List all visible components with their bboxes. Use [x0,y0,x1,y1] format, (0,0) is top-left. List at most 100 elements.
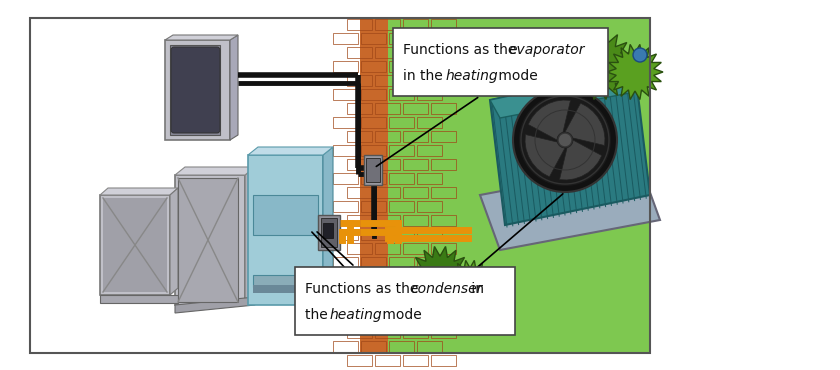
Bar [333,145,358,156]
Bar [389,341,414,352]
Bar [361,61,386,72]
Bar [333,61,358,72]
Bar [364,155,382,185]
Bar [389,33,414,44]
Bar [347,327,372,338]
Polygon shape [175,167,255,175]
Bar [417,229,442,240]
Bar [375,243,400,254]
Bar [389,89,414,100]
Bar [417,341,442,352]
Bar [347,355,372,366]
Bar [389,313,414,324]
Bar [333,117,358,128]
Bar [253,195,318,235]
Bar [431,355,456,366]
Bar [375,75,400,86]
Bar [389,201,414,212]
Bar [361,285,386,296]
Bar [347,131,372,142]
Bar [431,299,456,310]
Bar [389,61,414,72]
Bar [403,103,428,114]
Text: mode: mode [494,69,538,83]
Bar [347,47,372,58]
Bar [361,257,386,268]
Bar [403,243,428,254]
Text: the: the [305,308,332,322]
Bar [403,19,428,30]
Bar [403,75,428,86]
Bar [375,327,400,338]
Bar [347,19,372,30]
Bar [347,187,372,198]
Bar [417,173,442,184]
Bar [333,89,358,100]
Bar [347,75,372,86]
Bar [375,271,400,282]
Bar [431,103,456,114]
Polygon shape [607,44,663,100]
Bar [103,198,167,292]
Polygon shape [248,155,323,305]
Bar [431,75,456,86]
Bar [389,257,414,268]
Polygon shape [528,100,570,140]
Bar [370,18,650,353]
Bar [417,145,442,156]
Bar [178,178,238,302]
Bar [321,218,337,247]
Bar [403,355,428,366]
Polygon shape [480,165,660,250]
Circle shape [519,94,611,186]
Bar [333,257,358,268]
Bar [403,47,428,58]
Bar [361,341,386,352]
Bar [389,117,414,128]
Text: Functions as the: Functions as the [403,43,521,57]
Bar [375,187,400,198]
Circle shape [513,88,617,192]
Bar [347,271,372,282]
Bar [173,48,218,132]
Bar [431,327,456,338]
Bar [403,187,428,198]
Polygon shape [559,140,601,180]
Polygon shape [100,295,178,303]
Polygon shape [100,195,170,295]
Bar [417,61,442,72]
Bar [375,103,400,114]
Text: mode: mode [378,308,422,322]
Bar [417,117,442,128]
Bar [347,243,372,254]
Polygon shape [490,70,645,118]
Bar [333,173,358,184]
Text: evaporator: evaporator [508,43,585,57]
Bar [389,173,414,184]
Bar [375,159,400,170]
Bar [403,215,428,226]
Bar [431,271,456,282]
Text: heating: heating [330,308,383,322]
Bar [431,131,456,142]
Bar [253,285,318,293]
Polygon shape [230,35,238,140]
Bar [361,173,386,184]
Bar [333,341,358,352]
Bar [417,257,442,268]
Bar [431,215,456,226]
Polygon shape [565,103,605,145]
Bar [253,275,318,287]
Bar [417,285,442,296]
Bar [30,18,650,353]
Bar [375,19,400,30]
Text: in: in [467,282,484,296]
Bar [361,229,386,240]
Bar [375,355,400,366]
Bar [347,215,372,226]
Bar [333,33,358,44]
Bar [375,47,400,58]
Bar [361,117,386,128]
Bar [361,313,386,324]
Bar [361,201,386,212]
